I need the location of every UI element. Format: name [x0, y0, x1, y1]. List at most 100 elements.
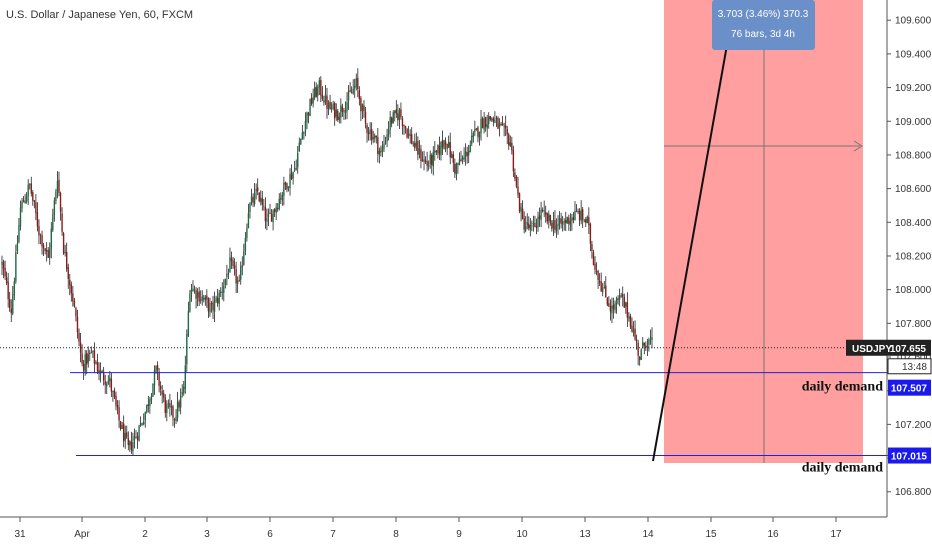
candle-body [515, 176, 518, 187]
candle-body [589, 224, 592, 244]
candle-body [317, 87, 319, 96]
candle-body [494, 119, 496, 123]
candle-body [498, 123, 501, 128]
candle-body [16, 243, 19, 251]
candle-body [42, 245, 45, 248]
candle-body [278, 198, 280, 209]
candle-body [387, 129, 390, 135]
candle-body [233, 265, 236, 269]
candle-body [618, 295, 621, 300]
candle-body [583, 220, 585, 222]
candle-body [555, 225, 558, 232]
candle-body [566, 216, 568, 224]
candle-body [632, 330, 635, 333]
price-axis[interactable]: 109.600 109.400 109.200 109.000 108.800 108.6… [887, 16, 932, 499]
candle-body [427, 165, 430, 167]
candle-body [241, 265, 243, 267]
candle-body [293, 168, 296, 171]
candle-body [216, 297, 219, 304]
candle-body [469, 145, 471, 153]
candle-body [452, 154, 455, 163]
candle-body [546, 213, 548, 222]
time-tick-label: 31 [14, 529, 26, 540]
candle-body [406, 128, 408, 138]
candle-body [218, 292, 220, 305]
candle-body [35, 202, 37, 214]
candle-body [370, 129, 373, 141]
candle-body [492, 118, 495, 122]
candle-body [252, 196, 254, 203]
candle-body [206, 295, 208, 300]
daily-demand-label-2: daily demand [802, 461, 884, 476]
price-tick-label: 108.200 [895, 251, 932, 262]
candle-body [277, 208, 279, 210]
candle-body [471, 135, 473, 144]
candle-body [440, 141, 442, 156]
candle-body [73, 300, 76, 307]
candle-body [190, 289, 193, 294]
candle-body [581, 209, 584, 220]
time-tick-label: 13 [579, 529, 591, 540]
candle-body [112, 391, 114, 393]
price-tick-label: 109.000 [895, 117, 932, 128]
candle-body [49, 249, 51, 258]
candle-body [412, 143, 414, 145]
candle-body [315, 87, 317, 98]
candle-body [127, 438, 130, 446]
candle-body [138, 426, 140, 441]
candle-body [526, 221, 528, 226]
candle-body [135, 437, 137, 439]
candle-body [648, 339, 650, 345]
candle-body [81, 353, 83, 364]
candle-body [588, 217, 590, 226]
candle-body [204, 296, 207, 301]
candle-body [561, 221, 564, 225]
candle-body [609, 305, 612, 312]
level-price-tag-2: 107.015 [888, 447, 931, 464]
candle-body [264, 207, 267, 222]
time-tick-label: 6 [267, 529, 273, 540]
candle-body [295, 167, 297, 169]
projection-line[interactable] [652, 0, 736, 462]
candle-body [152, 384, 154, 397]
candle-body [292, 171, 294, 179]
candle-body [398, 109, 401, 121]
candle-body [173, 419, 176, 421]
candle-body [39, 234, 42, 236]
candle-body [269, 212, 271, 214]
candle-body [156, 364, 159, 371]
candle-body [270, 213, 273, 222]
candle-body [260, 197, 262, 202]
time-axis[interactable]: 31 Apr 2 3 6 7 8 9 10 13 14 15 16 17 [14, 517, 842, 540]
candle-body [600, 281, 602, 292]
candle-body [250, 196, 253, 203]
candle-body [86, 352, 88, 365]
measure-arrow-icon [853, 140, 863, 152]
candle-body [444, 141, 447, 145]
time-tick-label: 15 [705, 529, 717, 540]
candle-body [25, 196, 28, 202]
candle-body [175, 416, 177, 422]
candle-body [62, 233, 65, 254]
candle-body [603, 286, 605, 289]
level-price-label-1: 107.507 [891, 384, 928, 395]
candle-body [220, 291, 222, 293]
candle-body [586, 216, 589, 224]
candle-body [280, 198, 282, 200]
candle-body [468, 151, 470, 156]
candle-body [161, 390, 163, 395]
candle-body [625, 302, 627, 307]
candle-body [578, 211, 581, 221]
candle-body [497, 117, 499, 129]
countdown-tag: 13:48 [887, 358, 932, 375]
candle-body [543, 210, 545, 212]
candle-body [19, 207, 22, 227]
candle-body [574, 211, 576, 221]
candle-body [642, 342, 644, 349]
candle-body [528, 223, 530, 229]
candle-body [334, 102, 336, 119]
candles-group [1, 68, 653, 456]
candle-body [484, 117, 487, 127]
candle-body [70, 284, 73, 294]
